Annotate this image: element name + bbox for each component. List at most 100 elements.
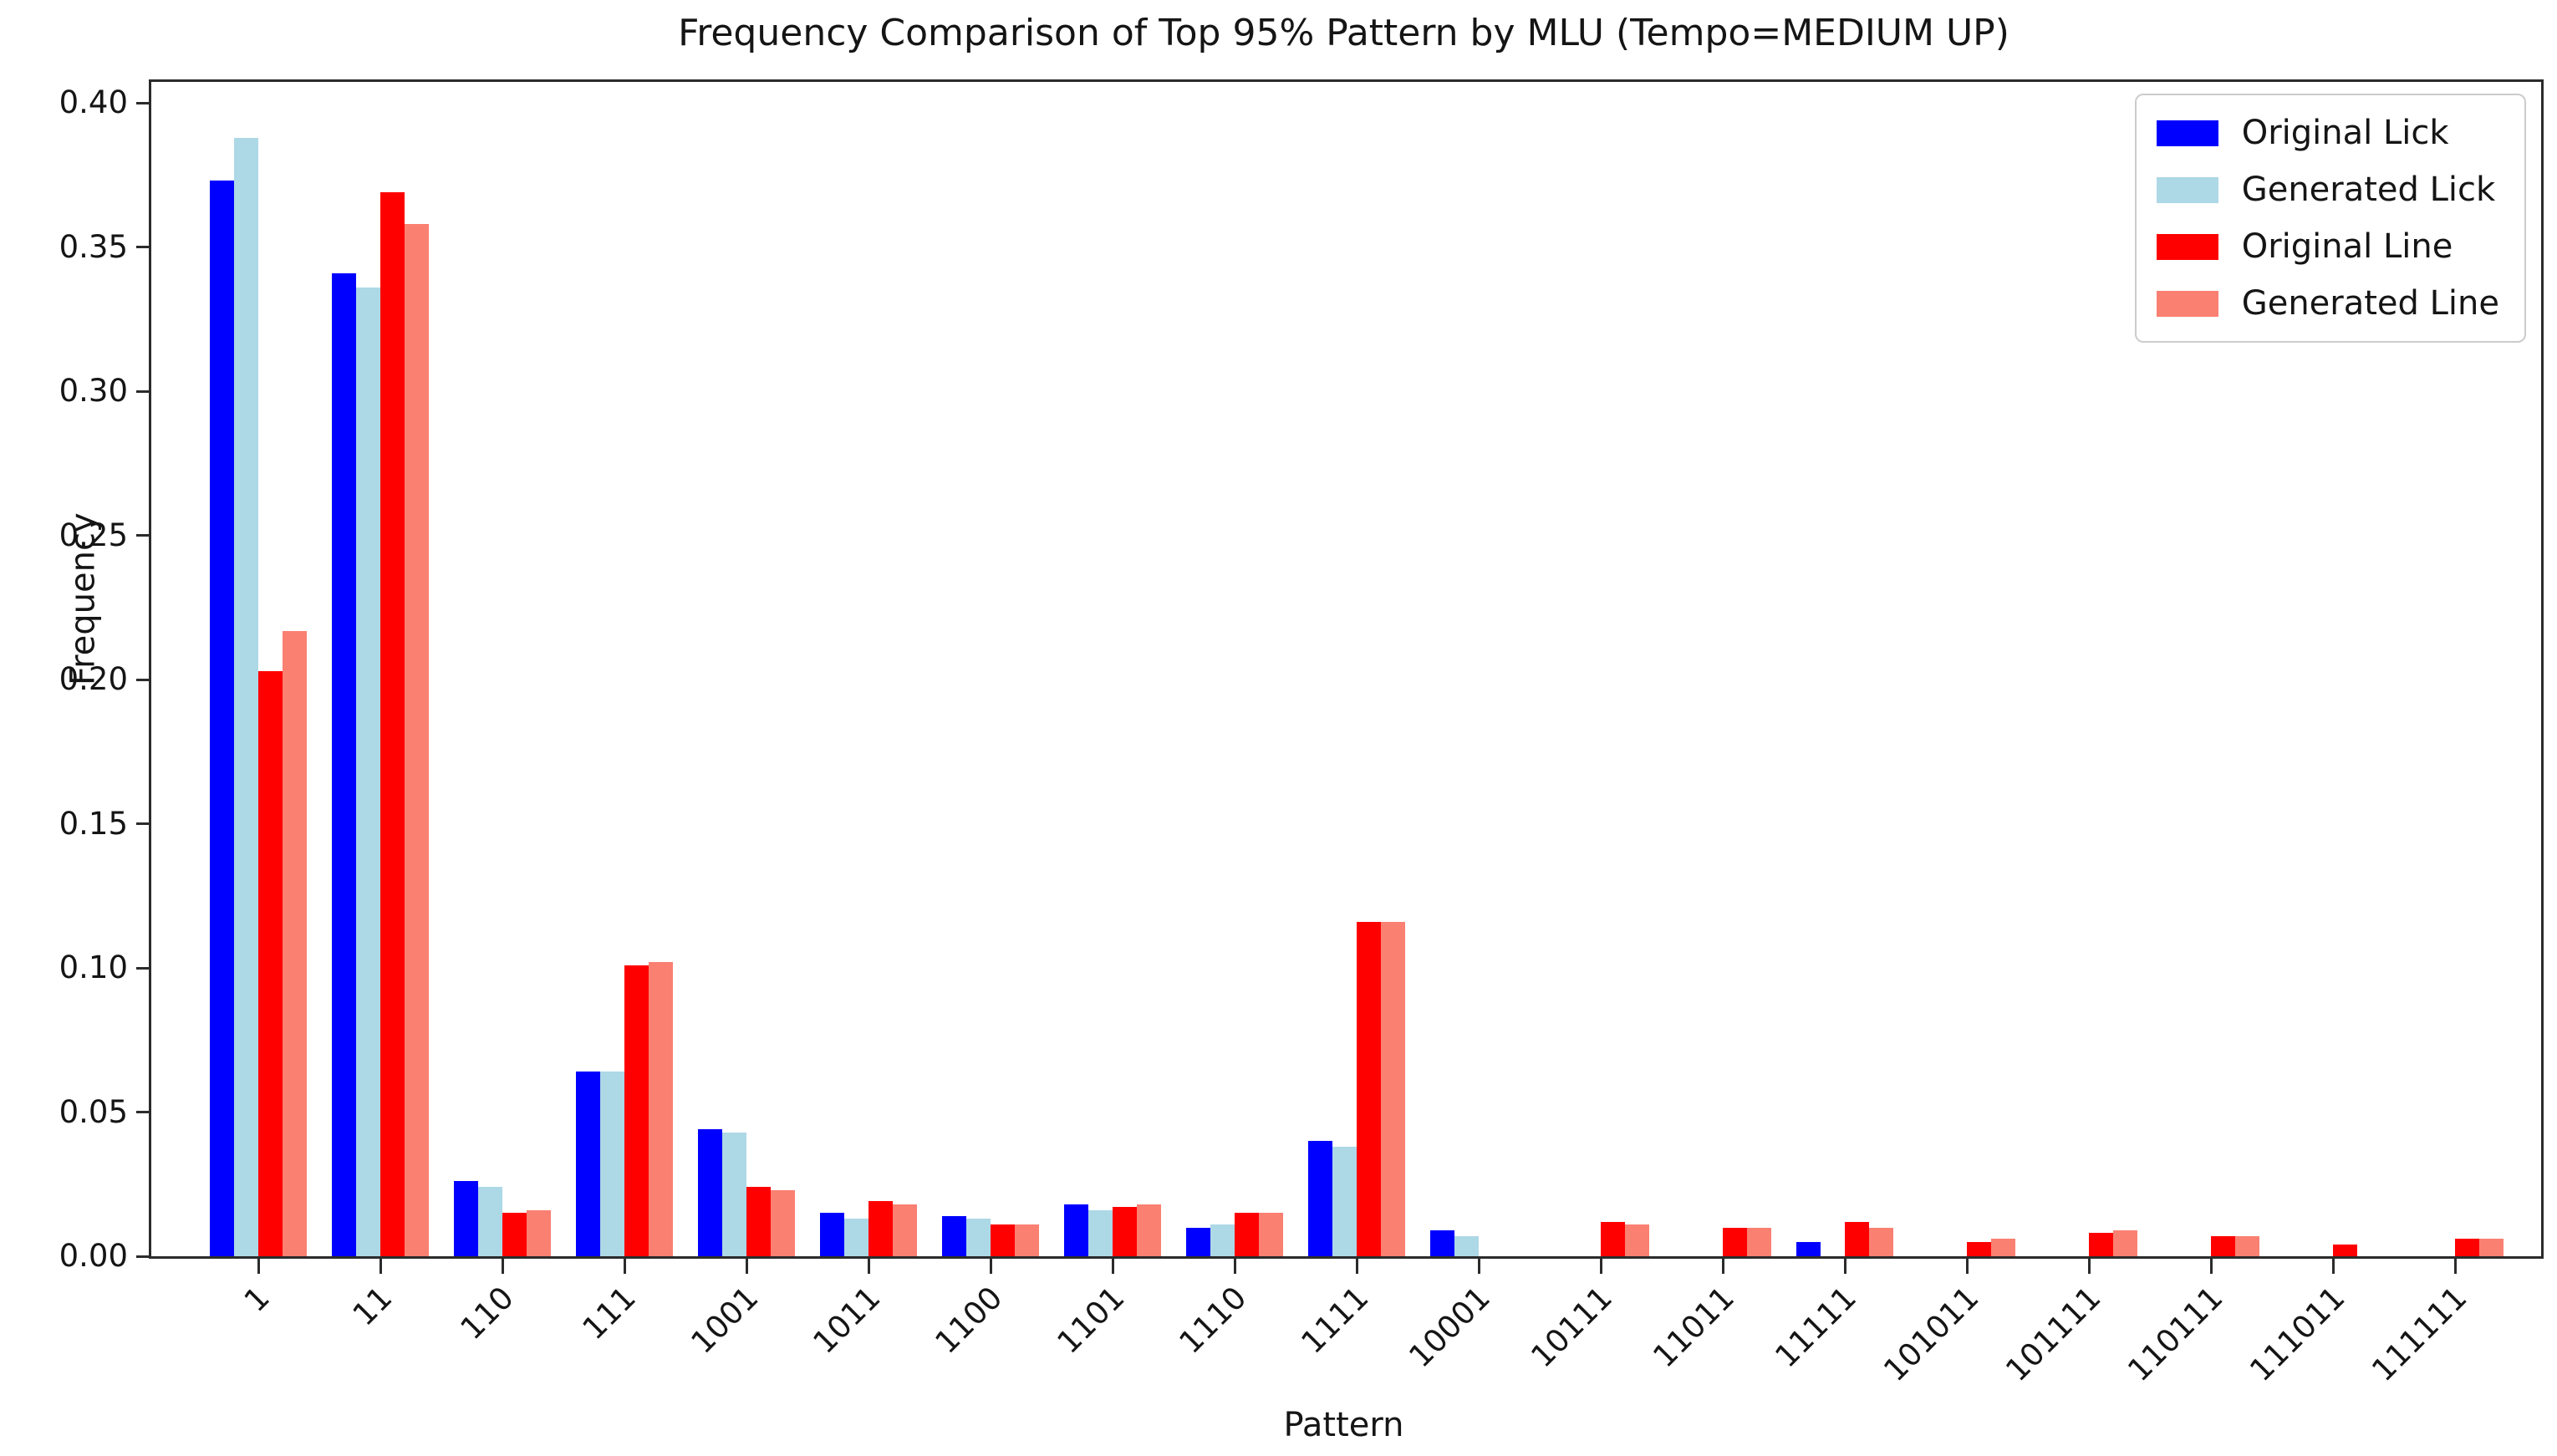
x-tick-mark — [1111, 1259, 1114, 1274]
bar — [771, 1189, 795, 1256]
bar — [576, 1072, 600, 1256]
x-tick-mark — [2453, 1259, 2457, 1274]
bar — [1454, 1235, 1479, 1256]
bar — [1430, 1229, 1454, 1256]
bar-group-1100 — [930, 82, 1052, 1256]
bar — [1869, 1227, 1893, 1256]
bar-group-1001 — [685, 82, 807, 1256]
legend-label: Generated Line — [2241, 284, 2499, 323]
y-tick-mark — [136, 389, 149, 393]
legend-swatch — [2156, 233, 2218, 260]
bar — [454, 1181, 478, 1256]
bar — [746, 1187, 771, 1256]
bar-group-1111 — [1296, 82, 1418, 1256]
bar — [502, 1213, 527, 1256]
chart-title: Frequency Comparison of Top 95% Pattern … — [678, 12, 2009, 54]
bar — [2235, 1235, 2259, 1256]
bar — [1015, 1224, 1039, 1256]
bar — [1235, 1213, 1259, 1256]
y-axis-label: Frequency — [64, 512, 103, 685]
bar — [1259, 1213, 1283, 1256]
bar — [1186, 1227, 1210, 1256]
bar — [1625, 1224, 1649, 1256]
bar — [1381, 921, 1405, 1256]
bar — [405, 224, 429, 1256]
bar — [893, 1204, 917, 1256]
x-tick-mark — [2331, 1259, 2335, 1274]
legend-label: Original Lick — [2241, 114, 2449, 152]
bar — [527, 1209, 551, 1256]
bar-group-111 — [563, 82, 685, 1256]
bar — [1723, 1227, 1747, 1256]
bar — [820, 1213, 844, 1256]
x-tick-mark — [1233, 1259, 1236, 1274]
legend-swatch — [2156, 176, 2218, 203]
y-tick-label: 0.20 — [59, 661, 128, 698]
legend: Original Lick Generated Lick Original Line… — [2134, 94, 2526, 343]
legend-label: Generated Lick — [2241, 171, 2496, 209]
bar — [868, 1201, 893, 1256]
bar — [1088, 1209, 1113, 1256]
bar-group-101011 — [1906, 82, 2028, 1256]
bar-group-1 — [197, 82, 319, 1256]
y-tick-label: 0.10 — [59, 949, 128, 986]
bar — [1796, 1241, 1821, 1256]
bar — [1137, 1204, 1161, 1256]
bar-group-11 — [319, 82, 441, 1256]
bar — [332, 272, 356, 1256]
y-tick-label: 0.05 — [59, 1093, 128, 1130]
bar-group-1110 — [1174, 82, 1296, 1256]
bar — [649, 962, 673, 1256]
bar — [1601, 1221, 1625, 1256]
bar — [1991, 1239, 2015, 1256]
bar — [2479, 1239, 2504, 1256]
x-tick-mark — [2087, 1259, 2091, 1274]
bar — [2089, 1233, 2113, 1256]
y-tick-mark — [136, 678, 149, 681]
legend-swatch — [2156, 290, 2218, 317]
x-tick-mark — [1477, 1259, 1480, 1274]
x-tick-mark — [379, 1259, 382, 1274]
y-tick-mark — [136, 1255, 149, 1258]
y-tick-label: 0.40 — [59, 84, 128, 121]
x-tick-mark — [1355, 1259, 1358, 1274]
bar — [234, 137, 258, 1256]
x-tick-mark — [257, 1259, 260, 1274]
x-tick-mark — [867, 1259, 870, 1274]
x-tick-mark — [501, 1259, 504, 1274]
legend-label: Original Line — [2241, 227, 2453, 266]
bar — [1845, 1221, 1869, 1256]
bar-group-11011 — [1662, 82, 1784, 1256]
x-tick-mark — [623, 1259, 626, 1274]
x-tick-mark — [1843, 1259, 1846, 1274]
plot-area: Original Lick Generated Lick Original Line… — [59, 79, 2544, 1388]
bar — [722, 1132, 746, 1256]
y-tick-mark — [136, 246, 149, 249]
bar — [1113, 1207, 1137, 1256]
x-tick-mark — [1721, 1259, 1724, 1274]
bar — [600, 1072, 624, 1256]
bar — [1308, 1141, 1332, 1256]
bar — [1064, 1204, 1088, 1256]
bar — [2333, 1245, 2357, 1256]
bar — [698, 1129, 722, 1256]
bar-group-10001 — [1418, 82, 1540, 1256]
bar — [1967, 1241, 1991, 1256]
y-tick-mark — [136, 1111, 149, 1114]
bar — [942, 1215, 966, 1256]
bar — [2455, 1239, 2479, 1256]
bar — [356, 288, 380, 1256]
legend-swatch — [2156, 120, 2218, 146]
y-tick-label: 0.15 — [59, 805, 128, 842]
x-tick-mark — [1599, 1259, 1602, 1274]
bar-group-11111 — [1784, 82, 1906, 1256]
bar — [210, 181, 234, 1256]
x-axis-label: Pattern — [1283, 1406, 1404, 1444]
bar-group-110111 — [2150, 82, 2272, 1256]
legend-entry: Generated Line — [2156, 284, 2499, 323]
bar-group-111011 — [2272, 82, 2394, 1256]
bar — [478, 1187, 502, 1256]
x-tick-mark — [2209, 1259, 2213, 1274]
y-tick-label: 0.25 — [59, 517, 128, 553]
